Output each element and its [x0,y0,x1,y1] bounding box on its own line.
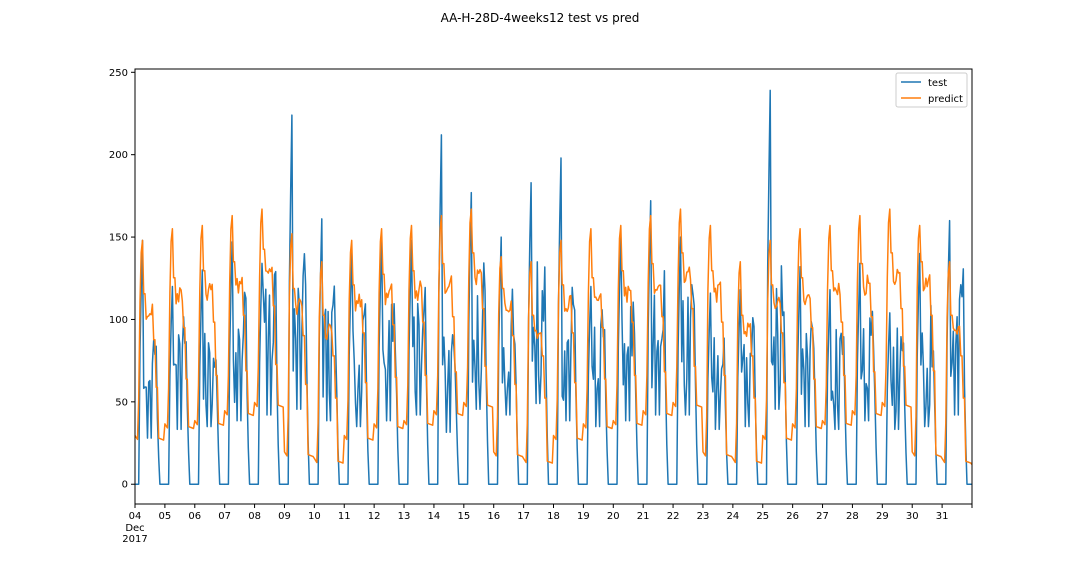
y-tick-label: 100 [109,315,128,326]
x-tick-label: 21 [637,511,650,522]
y-tick-label: 50 [115,397,128,408]
legend-label-predict: predict [928,94,963,105]
x-tick-label: 19 [577,511,590,522]
legend-label-test: test [928,78,947,89]
x-tick-label: 07 [218,511,231,522]
x-tick-label: 14 [428,511,441,522]
x-tick-label: 09 [278,511,291,522]
x-tick-label: 23 [697,511,710,522]
x-tick-label: 31 [936,511,949,522]
x-tick-label: 20 [607,511,620,522]
series-layer [134,89,973,485]
series-line-test [135,89,972,485]
series-line-predict [134,208,973,465]
x-tick-label: 10 [308,511,321,522]
x-tick-label: 28 [846,511,859,522]
x-tick-label: 15 [457,511,470,522]
x-tick-label: 13 [398,511,411,522]
x-tick-label: 29 [876,511,889,522]
x-tick-label: 27 [816,511,829,522]
x-tick-label: 30 [906,511,919,522]
x-tick-label: 04 [129,511,142,522]
x-tick-label: 24 [726,511,739,522]
x-tick-label: 16 [487,511,500,522]
y-tick-label: 150 [109,233,128,244]
y-tick-label: 200 [109,150,128,161]
y-tick-label: 0 [122,480,128,491]
x-tick-label: 17 [517,511,530,522]
x-tick-label: 26 [786,511,799,522]
y-axis: 0 50 100 150 200 250 [109,68,135,491]
x-tick-label: 06 [188,511,201,522]
x-tick-label: 18 [547,511,560,522]
x-tick-label: 05 [159,511,172,522]
x-tick-label: 25 [756,511,769,522]
x-tick-label: 22 [667,511,680,522]
legend: test predict [895,72,968,108]
y-tick-label: 250 [109,68,128,79]
x-tick-month-label: Dec [125,523,144,534]
x-tick-year-label: 2017 [122,534,147,545]
x-tick-label: 12 [368,511,381,522]
axes-frame [134,68,973,505]
x-tick-label: 11 [338,511,351,522]
x-tick-label: 08 [248,511,261,522]
chart-title: AA-H-28D-4weeks12 test vs pred [441,11,640,25]
